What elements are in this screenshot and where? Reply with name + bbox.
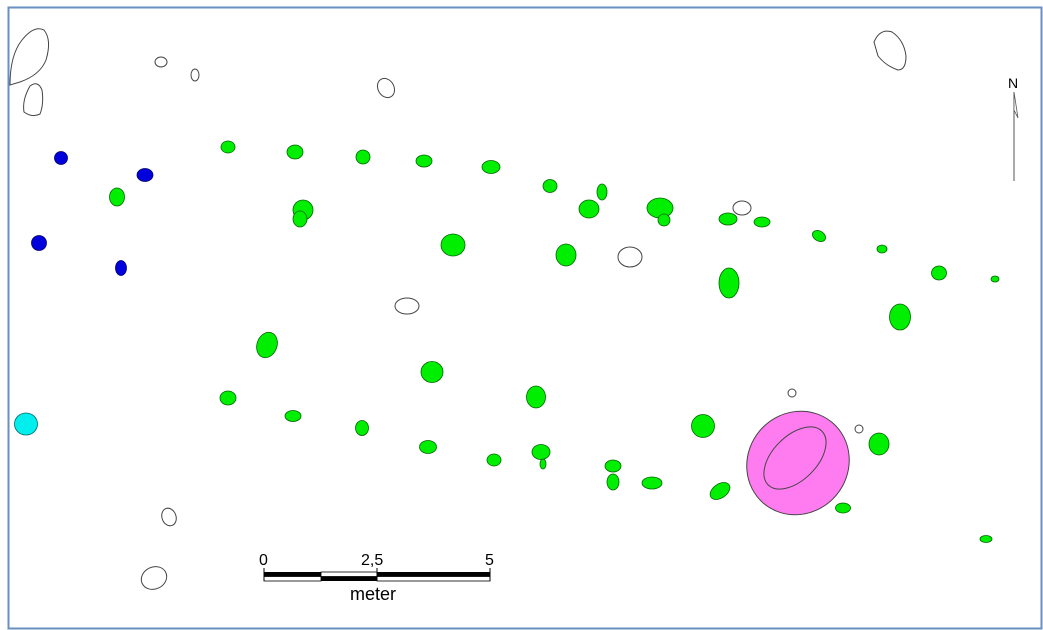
feature-outline (9, 28, 50, 86)
green-feature (220, 140, 236, 154)
blue-feature (31, 235, 47, 251)
blue-features (31, 151, 154, 276)
green-feature (596, 183, 608, 201)
green-feature (419, 440, 437, 454)
green-feature (979, 535, 993, 543)
feature-outline (376, 77, 396, 99)
blue-feature (54, 151, 68, 165)
feature-outline (732, 200, 752, 216)
feature-outline (190, 68, 200, 82)
green-feature (284, 410, 302, 422)
scale-lower-white (376, 576, 491, 582)
feature-outline (854, 424, 864, 434)
green-feature (718, 267, 740, 299)
green-feature (606, 473, 620, 491)
scale-unit-label: meter (350, 584, 396, 604)
green-feature (646, 197, 674, 219)
pink-feature (746, 410, 850, 516)
scale-segment-white (320, 571, 378, 577)
green-feature (990, 275, 1000, 283)
green-feature (286, 144, 304, 160)
green-feature (578, 199, 600, 219)
green-feature (542, 179, 558, 193)
green-feature (835, 502, 851, 514)
north-label: N (1008, 75, 1018, 91)
green-feature (481, 160, 501, 174)
green-feature (440, 233, 466, 257)
scale-label-5: 5 (485, 552, 494, 569)
green-feature (641, 476, 663, 490)
green-features (109, 140, 1000, 543)
feature-outline (23, 83, 44, 117)
scale-segment-black (377, 572, 490, 577)
scale-lower-white (263, 576, 322, 582)
green-feature (526, 385, 546, 409)
green-feature (109, 187, 125, 207)
feature-outline (140, 566, 168, 590)
green-feature (889, 303, 911, 331)
green-feature (531, 444, 551, 460)
feature-outline (394, 297, 420, 315)
green-feature (604, 459, 622, 473)
green-feature (539, 458, 547, 470)
pink-outer (746, 410, 850, 516)
green-feature (691, 414, 715, 438)
scale-lower-black (321, 576, 377, 581)
green-feature (486, 453, 502, 467)
scale-bar: 0 2,5 5 meter (259, 552, 494, 604)
green-feature (355, 420, 369, 436)
scale-segment-black (264, 572, 321, 577)
green-feature (292, 210, 308, 228)
green-feature (219, 390, 237, 406)
green-feature (709, 482, 731, 500)
scale-label-2-5: 2,5 (361, 552, 383, 569)
feature-outline (617, 246, 643, 268)
blue-feature (136, 168, 154, 182)
north-arrow-head (1013, 91, 1019, 119)
unfilled-features (9, 28, 907, 590)
green-feature (876, 244, 888, 254)
map-frame (7, 6, 1043, 630)
green-feature (657, 213, 671, 227)
green-feature (868, 432, 890, 456)
feature-outline (873, 30, 907, 71)
green-feature (753, 216, 771, 228)
blue-feature (115, 260, 127, 276)
green-feature (812, 230, 826, 242)
pink-inner (763, 426, 827, 490)
scale-label-0: 0 (259, 552, 268, 569)
green-feature (355, 149, 371, 165)
green-feature (718, 212, 738, 226)
green-feature (415, 154, 433, 168)
green-feature (555, 243, 577, 267)
cyan-feature (14, 412, 38, 436)
feature-outline (161, 507, 177, 527)
feature-outline (787, 388, 797, 398)
north-arrow: N (1008, 75, 1019, 181)
green-feature (931, 265, 947, 281)
green-feature (256, 331, 278, 359)
feature-outline (154, 56, 168, 68)
green-feature (420, 361, 444, 383)
